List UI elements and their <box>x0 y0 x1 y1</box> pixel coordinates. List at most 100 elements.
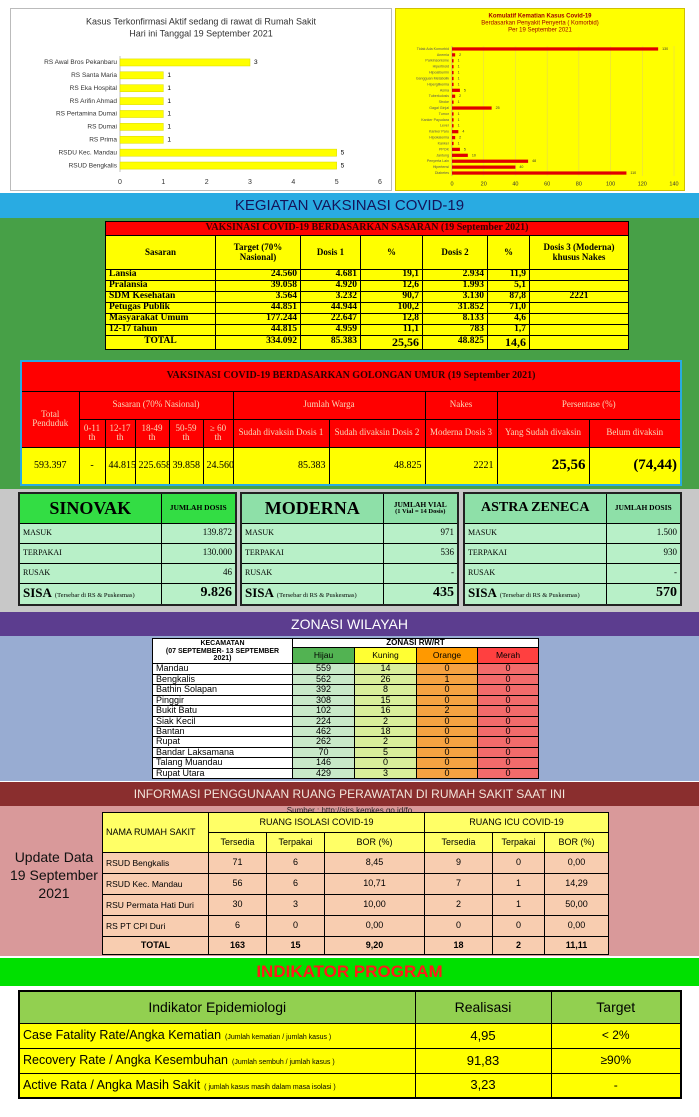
table-cell: 18 <box>354 725 417 738</box>
table-row: RS PT CPI Duri 6 0 0,00 0 0 0,00 <box>102 915 610 937</box>
x-tick-label: 100 <box>606 181 615 187</box>
table-cell <box>528 335 630 350</box>
cell-text: SISA <box>23 585 52 601</box>
bar <box>119 58 251 67</box>
table-cell: 783 <box>422 324 488 336</box>
vaccine-name: MODERNA <box>240 492 384 524</box>
column-header: Tersedia <box>424 832 493 853</box>
table-row: Active Rata / Angka Masih Sakit( jumlah … <box>18 1072 682 1099</box>
column-header: ZONASI RW/RT <box>291 637 540 649</box>
table-cell: 2 <box>424 894 493 916</box>
y-tick-label: Tidak Ada Komorbid <box>417 47 449 51</box>
y-tick-label: Lever <box>440 124 450 128</box>
table-cell: - <box>605 562 682 584</box>
table-cell: 12,8 <box>360 313 423 325</box>
table-cell: 44.815 <box>215 324 301 336</box>
table-cell: 562 <box>292 673 355 686</box>
table-cell: Talang Muandau <box>152 757 293 769</box>
table-cell: 3.232 <box>300 291 361 303</box>
cell-text: (Jumlah sembuh / jumlah kasus ) <box>231 1059 335 1067</box>
table-row: TERPAKAI 130.000 <box>18 542 237 564</box>
table-row: Sasaran Target (70% Nasional) Dosis 1% Dosi… <box>105 235 630 270</box>
table-row: RSUD Kec. Mandau 56 6 10,71 7 1 14,29 <box>102 873 610 895</box>
bar <box>452 165 516 169</box>
table-cell: Bathin Solapan <box>152 684 293 696</box>
table-cell: 100,2 <box>360 302 423 314</box>
table-cell: RUSAK <box>240 562 384 584</box>
table-row: MASUK 139.872 <box>18 522 237 544</box>
table-cell: ≥90% <box>550 1047 682 1074</box>
table-cell: 4.681 <box>300 269 361 281</box>
y-tick-label: Hipertensi <box>433 165 449 169</box>
table-cell: 0 <box>476 673 540 686</box>
y-tick-label: Stroke <box>439 100 449 104</box>
source-text: Sumber : http://sirs.kemkes.go.id/fo <box>286 806 413 815</box>
bar <box>119 135 164 144</box>
table-cell: 10,00 <box>324 894 425 916</box>
x-tick-label: 0 <box>450 181 453 187</box>
bar <box>452 88 460 92</box>
table-cell <box>528 324 630 336</box>
bar <box>452 135 456 140</box>
column-header: RUANG ICU COVID-19 <box>423 812 610 833</box>
vaccine-name: ASTRA ZENECA <box>463 492 607 524</box>
table-cell: - <box>78 446 106 486</box>
y-tick-label: RS Santa Maria <box>71 72 117 79</box>
table-cell: (74,44) <box>588 446 682 486</box>
data-label: 1 <box>167 85 171 92</box>
y-tick-label: Hiperglikemia <box>427 82 449 86</box>
table-row: Mandau 559 14 0 0 <box>152 663 540 675</box>
y-tick-label: Hipokalemia <box>429 136 449 140</box>
table-cell: Rupat <box>152 736 293 748</box>
column-header: Realisasi <box>414 990 552 1024</box>
table-cell: 224 <box>292 715 355 728</box>
table-cell: 91,83 <box>414 1047 552 1074</box>
cell-text: Active Rata / Angka Masih Sakit <box>23 1077 201 1092</box>
table-row: Lansia 24.560 4.681 19,1 2.934 11,9 <box>105 269 630 281</box>
table-cell: 4,95 <box>414 1022 552 1049</box>
table-row: SISA (Tersebar di RS & Puskesmas) 435 <box>240 582 459 606</box>
table-row: SDM Kesehatan 3.564 3.232 90,7 3.130 87,8 2221 <box>105 291 630 303</box>
section-header: INDIKATOR PROGRAM <box>0 958 699 986</box>
table-cell: 1.500 <box>605 522 682 544</box>
y-tick-label: Kanker <box>438 141 450 145</box>
column-header: Indikator Epidemiologi <box>18 990 416 1024</box>
y-tick-label: RSUD Bengkalis <box>69 162 118 169</box>
data-label: 1 <box>458 100 460 104</box>
chart-title: Kasus Terkonfirmasi Aktif sedang di rawa… <box>86 16 316 26</box>
table-cell: 46 <box>160 562 237 584</box>
bar <box>119 84 164 93</box>
table-row: Pinggir 308 15 0 0 <box>152 694 540 707</box>
bar <box>452 100 454 104</box>
table-cell: 6 <box>266 873 325 895</box>
section-header: ZONASI WILAYAH <box>0 612 699 636</box>
table-cell: 14 <box>354 663 417 675</box>
table-cell: 0 <box>476 736 540 748</box>
table-cell: 0 <box>492 915 545 937</box>
bar <box>452 76 454 81</box>
chart-title: Berdasarkan Penyakit Penyerta ( Komorbid… <box>481 21 598 27</box>
table-cell: 2221 <box>424 446 498 486</box>
data-label: 1 <box>458 76 460 80</box>
hospital-table: NAMA RUMAH SAKIT RUANG ISOLASI COVID-19 RU… <box>102 812 610 955</box>
table-cell: 0 <box>416 715 478 728</box>
table-row: Case Fatality Rate/Angka Kematian (Jumlah… <box>18 1022 682 1049</box>
table-cell: 146 <box>292 757 355 769</box>
table-cell: 429 <box>292 767 355 780</box>
table-cell: TERPAKAI <box>18 542 162 564</box>
column-header: Dosis 1 <box>300 235 361 270</box>
table-cell: MASUK <box>18 522 162 544</box>
table-cell: 262 <box>292 736 355 748</box>
x-tick-label: 1 <box>161 179 165 186</box>
x-tick-label: 2 <box>205 179 209 186</box>
table-cell: 48.825 <box>422 335 488 350</box>
x-tick-label: 40 <box>512 181 518 187</box>
table-cell: 44.815 <box>104 446 136 486</box>
data-label: 130 <box>662 47 668 51</box>
table-cell: 0 <box>476 757 540 769</box>
data-label: 2 <box>459 53 461 57</box>
table-cell: 5,1 <box>487 280 530 292</box>
column-header: Sasaran (70% Nasional) <box>78 390 234 420</box>
table-cell: RSUD Kec. Mandau <box>102 873 209 895</box>
